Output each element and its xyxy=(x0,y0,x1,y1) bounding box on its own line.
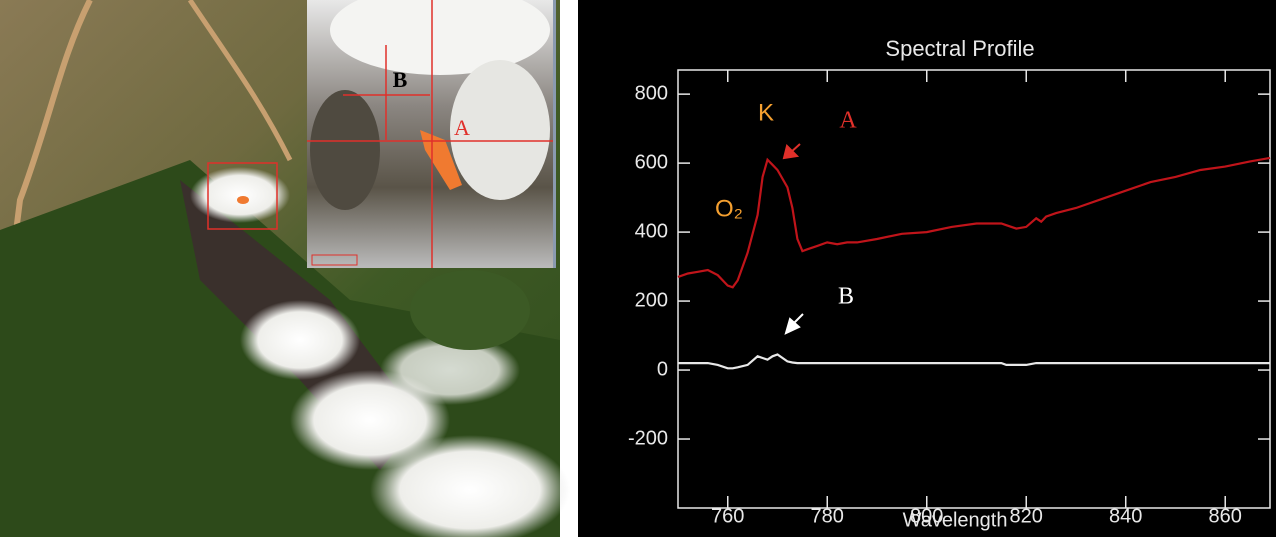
image-label: A xyxy=(454,115,470,140)
chart-title: Spectral Profile xyxy=(885,36,1034,61)
series-line xyxy=(677,156,1271,289)
series-line xyxy=(678,353,1270,370)
x-axis-label: Wavelength xyxy=(903,509,1008,531)
y-tick-label: 0 xyxy=(657,358,668,380)
arrow xyxy=(784,313,804,335)
x-tick-label: 840 xyxy=(1109,505,1142,527)
y-tick-label: 200 xyxy=(635,289,668,311)
x-tick-label: 800 xyxy=(910,505,943,527)
annotation: K xyxy=(758,99,774,126)
arrow xyxy=(782,143,801,160)
satellite-image xyxy=(0,0,570,542)
x-tick-label: 780 xyxy=(811,505,844,527)
annotation: A xyxy=(839,108,857,134)
image-label: B xyxy=(393,67,408,92)
y-tick-label: 600 xyxy=(635,151,668,173)
y-tick-label: -200 xyxy=(628,427,668,449)
plot: -200 0 200 400 600 800 760 780 800 820 840 860 K O₂ A B xyxy=(628,70,1271,527)
x-tick-label: 820 xyxy=(1010,505,1043,527)
x-tick-label: 860 xyxy=(1209,505,1242,527)
annotation: B xyxy=(838,284,854,310)
chart-background xyxy=(578,0,1276,537)
y-tick-label: 800 xyxy=(635,82,668,104)
y-tick-label: 400 xyxy=(635,220,668,242)
annotation: O₂ xyxy=(715,195,743,222)
plot-frame xyxy=(677,69,1271,509)
x-tick-label: 760 xyxy=(711,505,744,527)
